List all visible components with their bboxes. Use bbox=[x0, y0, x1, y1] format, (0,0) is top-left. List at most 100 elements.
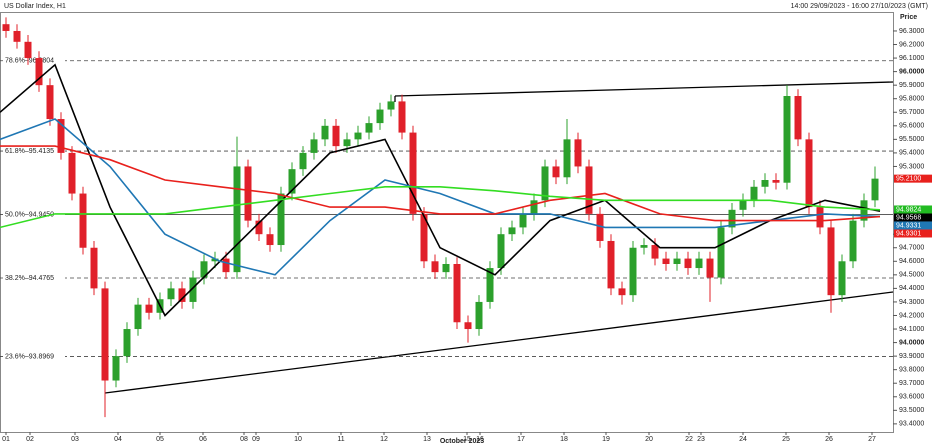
price-tag-label: 94.9331 bbox=[896, 222, 921, 229]
x-tick-label: 02 bbox=[26, 436, 34, 443]
price-tag-label: 95.2100 bbox=[896, 175, 921, 182]
y-tick-label: 93.7000 bbox=[899, 380, 924, 387]
x-tick-label: 10 bbox=[294, 436, 302, 443]
candle-body bbox=[871, 178, 879, 201]
candle-body bbox=[134, 304, 142, 330]
y-tick-label: 95.7000 bbox=[899, 109, 924, 116]
candle-body bbox=[717, 227, 725, 278]
candle-body bbox=[409, 132, 417, 214]
x-tick-label: 08 bbox=[240, 436, 248, 443]
candle-body bbox=[35, 58, 43, 86]
chart-title: US Dollar Index, H1 bbox=[4, 3, 66, 10]
y-tick-label: 96.2000 bbox=[899, 41, 924, 48]
candle-body bbox=[695, 258, 703, 269]
candle-body bbox=[398, 101, 406, 133]
x-tick-label: 05 bbox=[156, 436, 164, 443]
moving-average bbox=[0, 186, 881, 229]
candle-body bbox=[288, 169, 296, 194]
moving-average bbox=[0, 63, 881, 317]
candle-body bbox=[13, 30, 21, 42]
x-tick-label: 22 bbox=[685, 436, 693, 443]
price-tag bbox=[894, 174, 932, 183]
y-tick-label: 96.0000 bbox=[899, 68, 924, 75]
x-tick-label: 16 bbox=[476, 436, 484, 443]
candle-body bbox=[365, 123, 373, 133]
candle-body bbox=[178, 288, 186, 302]
price-tag-label: 94.9301 bbox=[896, 230, 921, 237]
candle-body bbox=[772, 180, 780, 183]
candle-body bbox=[387, 101, 395, 110]
candle-body bbox=[321, 125, 329, 140]
candle-body bbox=[629, 247, 637, 296]
plot-frame bbox=[0, 12, 894, 433]
candle-body bbox=[552, 166, 560, 178]
candle-body bbox=[112, 356, 120, 381]
trendline bbox=[394, 81, 894, 97]
candle-body bbox=[497, 234, 505, 269]
x-tick-label: 13 bbox=[423, 436, 431, 443]
candle-body bbox=[332, 125, 340, 147]
candle-body bbox=[750, 186, 758, 201]
candle-body bbox=[57, 119, 65, 153]
candle-body bbox=[68, 152, 76, 194]
candle-body bbox=[607, 240, 615, 289]
candle-body bbox=[838, 261, 846, 296]
x-tick-label: 11 bbox=[337, 436, 344, 443]
candle-body bbox=[376, 109, 384, 124]
fib-label-bg bbox=[3, 273, 65, 283]
candle-body bbox=[167, 288, 175, 300]
y-tick-label: 95.5000 bbox=[899, 136, 924, 143]
y-tick-label: 93.8000 bbox=[899, 367, 924, 374]
candle-body bbox=[233, 166, 241, 273]
candle-body bbox=[475, 301, 483, 330]
candle-body bbox=[574, 139, 582, 167]
candle-body bbox=[596, 213, 604, 241]
candle-body bbox=[101, 288, 109, 381]
y-tick-label: 93.9000 bbox=[899, 353, 924, 360]
y-tick-label: 94.7000 bbox=[899, 245, 924, 252]
candle-body bbox=[618, 288, 626, 296]
y-tick-label: 95.8000 bbox=[899, 96, 924, 103]
price-tag-label: 94.9568 bbox=[896, 214, 921, 221]
candle-body bbox=[222, 258, 230, 273]
trendline bbox=[104, 291, 894, 394]
candle-body bbox=[145, 304, 153, 313]
y-tick-label: 93.6000 bbox=[899, 394, 924, 401]
candle-body bbox=[662, 258, 670, 264]
candle-body bbox=[816, 207, 824, 228]
x-tick-label: 17 bbox=[517, 436, 525, 443]
candle-body bbox=[420, 213, 428, 262]
candle-body bbox=[508, 227, 516, 235]
y-tick-label: 94.1000 bbox=[899, 326, 924, 333]
fib-label-bg bbox=[3, 351, 65, 361]
y-tick-label: 95.9000 bbox=[899, 82, 924, 89]
candle-body bbox=[211, 258, 219, 262]
candle-body bbox=[541, 166, 549, 201]
y-tick-label: 95.6000 bbox=[899, 123, 924, 130]
x-tick-label: 23 bbox=[697, 436, 705, 443]
x-tick-label: 19 bbox=[602, 436, 610, 443]
x-title: October 2023 bbox=[440, 438, 484, 445]
candle-body bbox=[277, 193, 285, 246]
fib-label: 23.6%–93.8969 bbox=[5, 353, 54, 360]
candle-body bbox=[640, 245, 648, 248]
candle-body bbox=[860, 200, 868, 221]
candle-body bbox=[673, 258, 681, 264]
candle-body bbox=[255, 220, 263, 235]
candle-body bbox=[200, 261, 208, 278]
x-tick-label: 12 bbox=[380, 436, 388, 443]
candle-body bbox=[684, 258, 692, 269]
candle-body bbox=[563, 139, 571, 178]
x-tick-label: 04 bbox=[114, 436, 122, 443]
x-tick-label: 01 bbox=[2, 436, 10, 443]
candle-body bbox=[244, 166, 252, 221]
candle-body bbox=[310, 139, 318, 153]
candle-body bbox=[519, 213, 527, 228]
candle-body bbox=[530, 200, 538, 214]
candle-body bbox=[585, 166, 593, 214]
y-tick-label: 94.4000 bbox=[899, 285, 924, 292]
candle-body bbox=[453, 264, 461, 323]
fib-label: 50.0%–94.9450 bbox=[5, 211, 54, 218]
candle-body bbox=[354, 132, 362, 140]
